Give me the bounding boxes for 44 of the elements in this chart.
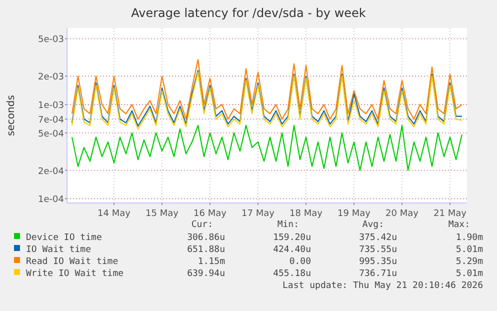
text: 0.00 [289,257,311,267]
text: 424.40u [273,245,311,255]
x-tick-label: 18 May [290,209,324,219]
text: Cur: [191,220,213,230]
text: 5.01m [456,269,483,279]
x-tick-label: 19 May [338,209,372,219]
text: 1.15m [198,257,225,267]
text: Min: [277,220,299,230]
y-axis-title: seconds [6,95,17,136]
text: 995.35u [359,257,397,267]
text: Avg: [362,220,384,230]
x-tick-label: 17 May [242,209,276,219]
text: 639.94u [187,269,225,279]
text: 1.90m [456,233,483,243]
legend-label: Read IO Wait time [26,257,118,267]
x-tick-label: 16 May [194,209,228,219]
text: 651.88u [187,245,225,255]
legend-label: Device IO time [26,233,102,243]
x-tick-label: 21 May [434,209,468,219]
line-series [71,59,463,120]
legend-label: IO Wait time [26,245,92,255]
text: 306.86u [187,233,225,243]
text: 159.20u [273,233,311,243]
text: 736.71u [359,269,397,279]
text: 5.29m [456,257,483,267]
y-tick-label: 7e-04 [38,116,64,126]
text: 375.42u [359,233,397,243]
y-tick-label: 2e-04 [38,166,64,177]
y-tick-label: 5e-03 [38,35,64,46]
x-tick-label: 15 May [146,209,180,219]
x-tick-label: 14 May [98,209,132,219]
text: Last update: Thu May 21 20:10:46 2026 [282,281,483,291]
legend-label: Write IO Wait time [26,269,124,279]
text: Max: [448,220,470,230]
y-tick-label: 1e-04 [38,195,64,206]
line-series [71,124,463,171]
x-tick-label: 20 May [386,209,420,219]
y-tick-label: 5e-04 [38,129,64,140]
chart-title: Average latency for /dev/sda - by week [131,6,366,20]
text: 455.18u [273,269,311,279]
text: 735.55u [359,245,397,255]
y-tick-label: 1e-03 [38,101,64,112]
y-tick-label: 2e-03 [38,72,64,83]
text: 5.01m [456,245,483,255]
